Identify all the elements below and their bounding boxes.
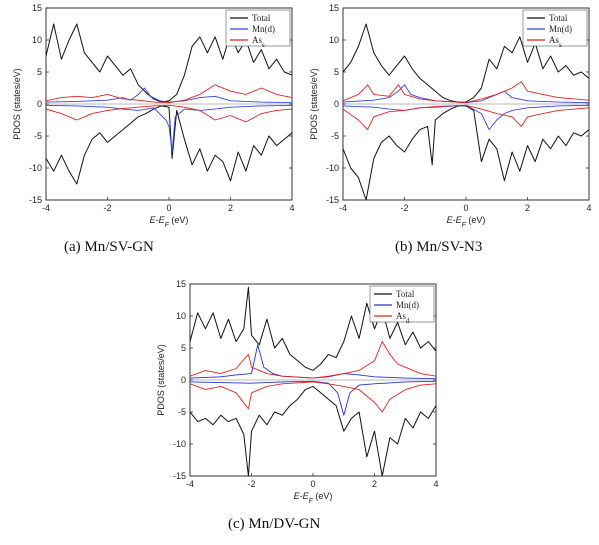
legend-label: Ass	[252, 35, 265, 49]
series-group	[46, 23, 292, 185]
y-axis-label: PDOS (states/eV)	[156, 344, 166, 416]
x-tick-label: 0	[310, 479, 315, 489]
series-line-mnd-down	[343, 104, 589, 131]
y-tick-label: 0	[334, 99, 339, 109]
x-tick-label: -2	[400, 203, 408, 213]
series-line-total-up	[46, 23, 292, 103]
pdos-plot-svg: -15 -10 -5 0 5 10 15 -4 -2 0 2 4 E-EF (eV) PDOS (stat…	[309, 3, 592, 229]
series-line-total-up	[343, 23, 589, 103]
series-line-mnd-up	[46, 87, 292, 104]
y-tick-label: 0	[181, 375, 186, 385]
series-line-total-down	[190, 385, 436, 476]
x-tick-label: 2	[228, 203, 233, 213]
y-tick-label: 5	[334, 67, 339, 77]
x-tick-label: 4	[433, 479, 438, 489]
caption-b: (b) Mn/SV-N3	[395, 239, 483, 255]
x-tick-label: 4	[586, 203, 591, 213]
x-tick-label: -2	[103, 203, 111, 213]
series-line-mnd-up	[343, 84, 589, 104]
y-tick-label: 10	[32, 35, 42, 45]
y-tick-label: 15	[329, 3, 339, 13]
y-tick-label: 10	[329, 35, 339, 45]
y-tick-label: -5	[34, 131, 42, 141]
series-line-ass-down	[343, 104, 589, 131]
y-axis-label: PDOS (states/eV)	[309, 68, 319, 140]
y-tick-label: 15	[32, 3, 42, 13]
x-tick-label: 2	[525, 203, 530, 213]
x-tick-label: 2	[372, 479, 377, 489]
y-tick-label: 5	[181, 343, 186, 353]
pdos-chart-a: -15 -10 -5 0 5 10 15 -4 -2 0 2 4 E-EF (eV) PDOS (stat…	[6, 3, 298, 230]
series-line-asd-down	[190, 381, 436, 413]
x-axis-label: E-EF (eV)	[447, 215, 486, 229]
x-tick-label: 4	[289, 203, 294, 213]
x-axis-label: E-EF (eV)	[294, 491, 333, 505]
legend-label: Asd	[396, 311, 410, 325]
caption-a: (a) Mn/SV-GN	[64, 239, 154, 255]
y-tick-label: -10	[29, 163, 42, 173]
y-tick-label: -15	[29, 195, 42, 205]
series-line-mnd-down	[190, 380, 436, 416]
y-tick-label: -5	[331, 131, 339, 141]
legend-label: Ass	[549, 35, 562, 49]
pdos-chart-b: -15 -10 -5 0 5 10 15 -4 -2 0 2 4 E-EF (eV) PDOS (stat…	[303, 3, 595, 230]
y-tick-label: 10	[176, 311, 186, 321]
series-line-mnd-down	[46, 104, 292, 153]
series-line-asd-up	[190, 341, 436, 379]
pdos-plot-svg: -15 -10 -5 0 5 10 15 -4 -2 0 2 4 E-EF (eV) PDOS (stat…	[156, 279, 439, 505]
y-tick-label: 15	[176, 279, 186, 289]
x-tick-label: -4	[42, 203, 50, 213]
series-group	[343, 23, 589, 200]
series-line-total-up	[190, 286, 436, 371]
series-line-ass-down	[46, 104, 292, 123]
y-tick-label: -15	[173, 471, 186, 481]
x-tick-label: -4	[186, 479, 194, 489]
legend-label: Mn(d)	[252, 24, 275, 34]
legend-label: Total	[396, 289, 415, 299]
legend-label: Total	[252, 13, 271, 23]
legend-label: Total	[549, 13, 568, 23]
legend-label: Mn(d)	[396, 300, 419, 310]
series-line-ass-up	[343, 81, 589, 104]
y-tick-label: 0	[37, 99, 42, 109]
pdos-plot-svg: -15 -10 -5 0 5 10 15 -4 -2 0 2 4 E-EF (eV) PDOS (stat…	[12, 3, 295, 229]
y-tick-label: -10	[173, 439, 186, 449]
x-tick-label: -4	[339, 203, 347, 213]
caption-c: (c) Mn/DV-GN	[228, 516, 321, 532]
x-axis-label: E-EF (eV)	[150, 215, 189, 229]
y-tick-label: -10	[326, 163, 339, 173]
x-tick-label: -2	[247, 479, 255, 489]
series-group	[190, 286, 436, 476]
x-tick-label: 0	[166, 203, 171, 213]
x-tick-label: 0	[463, 203, 468, 213]
series-line-ass-up	[46, 84, 292, 104]
y-tick-label: -15	[326, 195, 339, 205]
series-line-mnd-up	[190, 344, 436, 380]
y-axis-label: PDOS (states/eV)	[12, 68, 22, 140]
series-line-total-down	[343, 105, 589, 200]
pdos-chart-c: -15 -10 -5 0 5 10 15 -4 -2 0 2 4 E-EF (eV) PDOS (stat…	[150, 279, 442, 506]
legend-label: Mn(d)	[549, 24, 572, 34]
series-line-total-down	[46, 105, 292, 185]
y-tick-label: 5	[37, 67, 42, 77]
y-tick-label: -5	[178, 407, 186, 417]
